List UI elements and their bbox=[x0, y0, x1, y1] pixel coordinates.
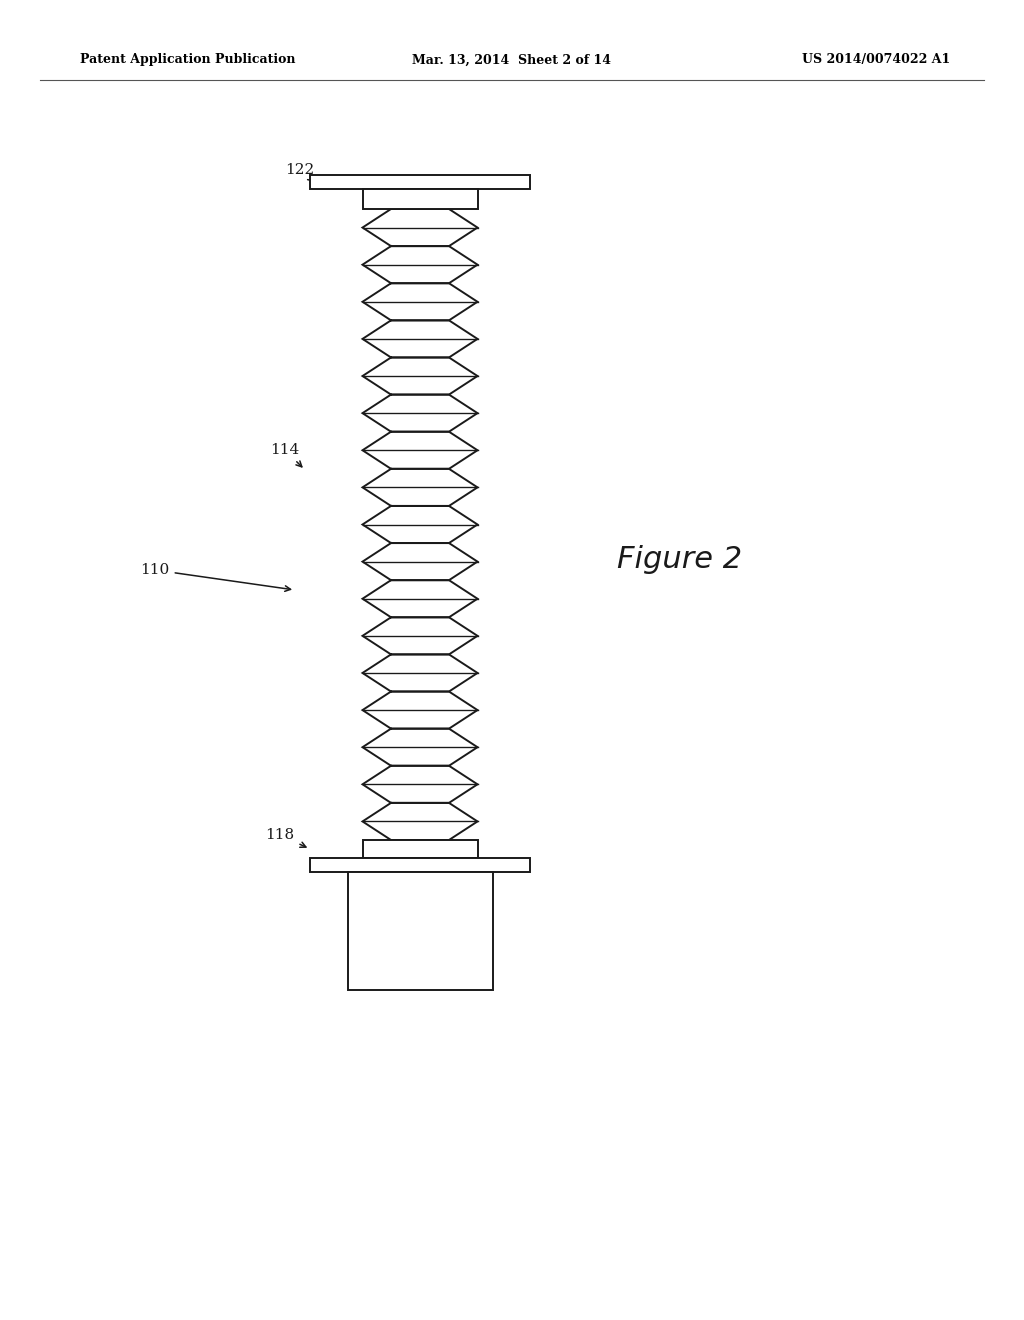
Bar bbox=[362, 840, 477, 858]
Text: 118: 118 bbox=[265, 828, 306, 847]
Polygon shape bbox=[362, 432, 477, 469]
Polygon shape bbox=[362, 321, 477, 358]
Text: 112: 112 bbox=[433, 962, 470, 987]
Polygon shape bbox=[362, 284, 477, 321]
Polygon shape bbox=[362, 543, 477, 581]
Bar bbox=[310, 858, 530, 873]
Polygon shape bbox=[362, 358, 477, 395]
Text: 122: 122 bbox=[286, 162, 314, 182]
Polygon shape bbox=[362, 246, 477, 284]
Text: Figure 2: Figure 2 bbox=[617, 545, 742, 574]
Polygon shape bbox=[362, 581, 477, 618]
Polygon shape bbox=[362, 618, 477, 655]
Bar bbox=[310, 176, 530, 189]
Polygon shape bbox=[362, 655, 477, 692]
Polygon shape bbox=[362, 729, 477, 766]
Text: 114: 114 bbox=[270, 444, 302, 467]
Polygon shape bbox=[362, 506, 477, 543]
Bar bbox=[347, 873, 493, 990]
Polygon shape bbox=[362, 803, 477, 840]
Polygon shape bbox=[362, 209, 477, 246]
Text: 110: 110 bbox=[140, 564, 291, 591]
Bar bbox=[362, 189, 477, 209]
Polygon shape bbox=[362, 395, 477, 432]
Text: US 2014/0074022 A1: US 2014/0074022 A1 bbox=[802, 54, 950, 66]
Text: Patent Application Publication: Patent Application Publication bbox=[80, 54, 296, 66]
Polygon shape bbox=[362, 692, 477, 729]
Polygon shape bbox=[362, 469, 477, 506]
Polygon shape bbox=[362, 766, 477, 803]
Text: Mar. 13, 2014  Sheet 2 of 14: Mar. 13, 2014 Sheet 2 of 14 bbox=[413, 54, 611, 66]
